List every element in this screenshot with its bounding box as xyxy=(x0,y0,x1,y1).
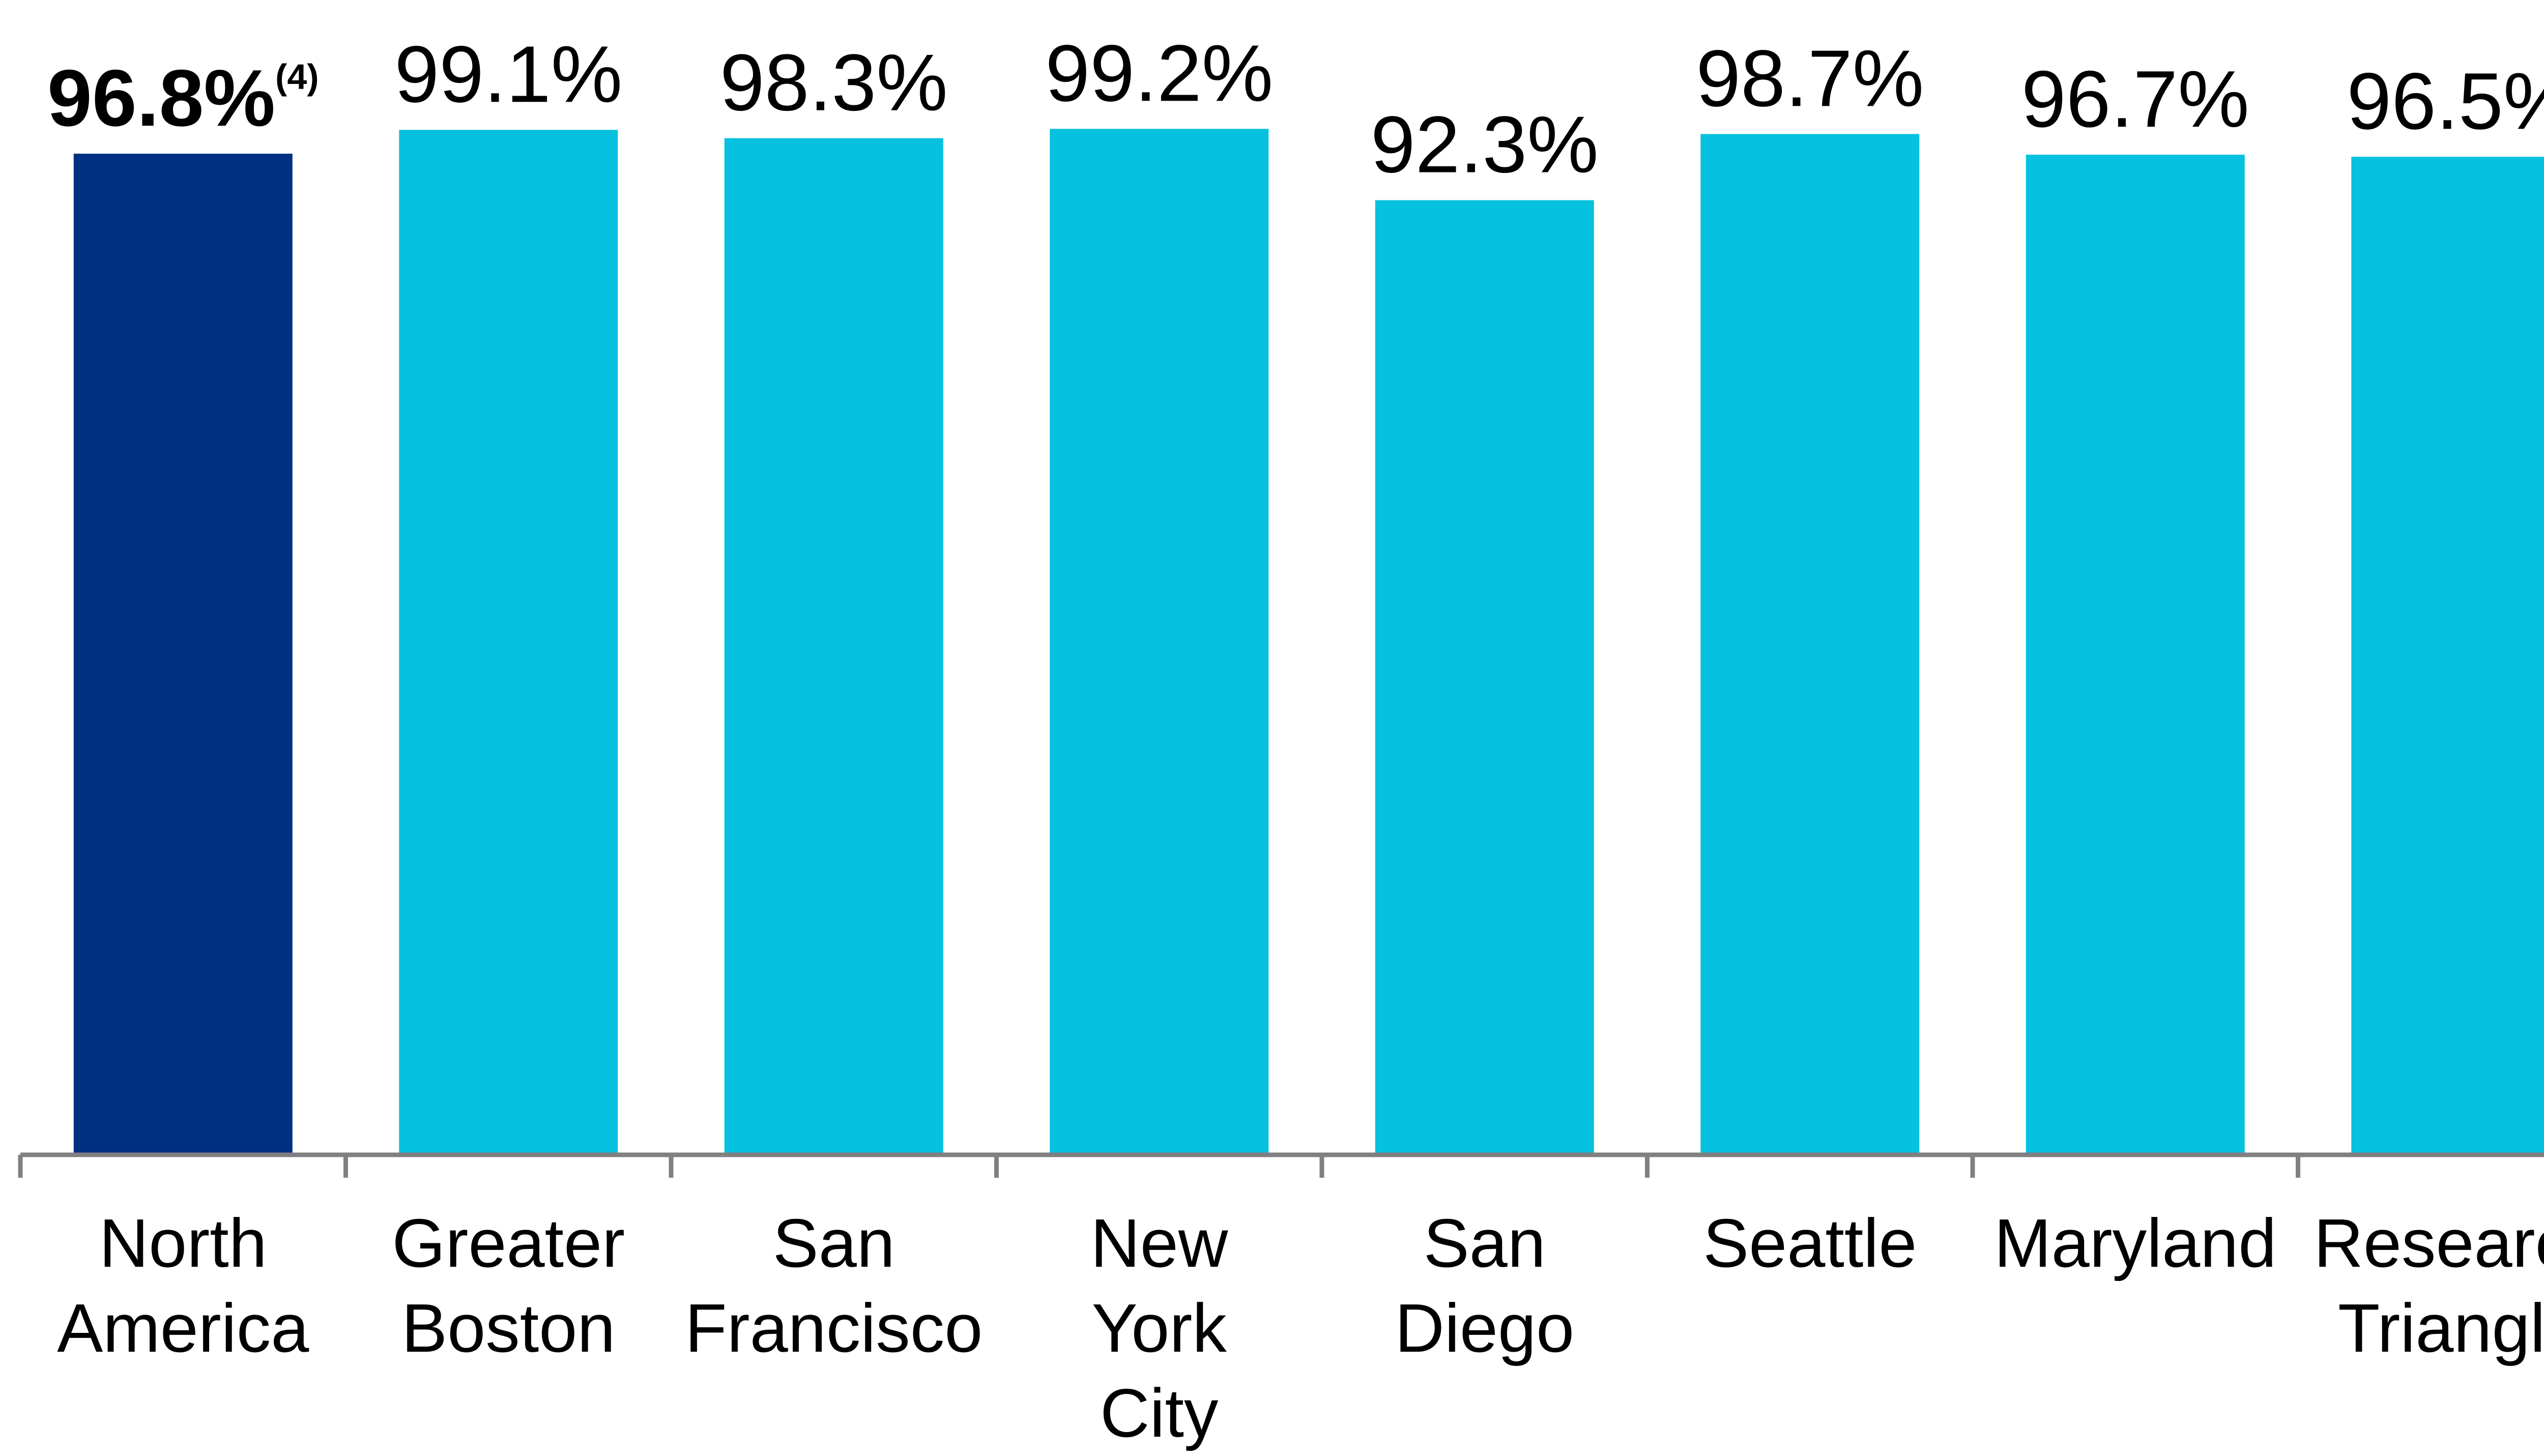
data-labels-group: 96.8%(4) 99.1% 98.3% 99.2% 92.3% 98.7% 96.7% 96… xyxy=(47,28,2544,189)
data-label: 96.5% xyxy=(2347,56,2544,146)
x-tick-label: Seattle xyxy=(1703,1205,1917,1282)
data-label: 96.8%(4) xyxy=(47,53,319,143)
bar xyxy=(1700,134,1920,1155)
bar xyxy=(1050,129,1269,1155)
bar xyxy=(2351,157,2544,1155)
x-tick-label: New York City xyxy=(1090,1205,1228,1451)
data-label: 99.2% xyxy=(1045,28,1273,118)
x-tick-label: Greater Boston xyxy=(392,1205,625,1366)
x-tick-labels-group: North America Greater Boston San Francisco New… xyxy=(57,1205,2544,1451)
bar xyxy=(73,154,293,1155)
data-label: 96.7% xyxy=(2021,54,2249,144)
data-label: 99.1% xyxy=(394,30,622,119)
bar xyxy=(724,138,943,1155)
x-axis xyxy=(18,1152,2544,1178)
data-label: 98.3% xyxy=(720,38,948,128)
x-tick-label: San Diego xyxy=(1395,1205,1574,1366)
bar xyxy=(399,130,618,1155)
x-tick-label: North America xyxy=(57,1205,309,1366)
bars-group xyxy=(73,129,2544,1155)
bar xyxy=(1375,200,1594,1155)
data-label: 98.7% xyxy=(1696,34,1924,123)
x-tick-label: Maryland xyxy=(1994,1205,2276,1282)
x-tick-label: San Francisco xyxy=(685,1205,982,1366)
data-label: 92.3% xyxy=(1371,100,1599,190)
bar xyxy=(2026,155,2245,1155)
x-tick-label: ResearchTriangle xyxy=(2314,1205,2544,1366)
